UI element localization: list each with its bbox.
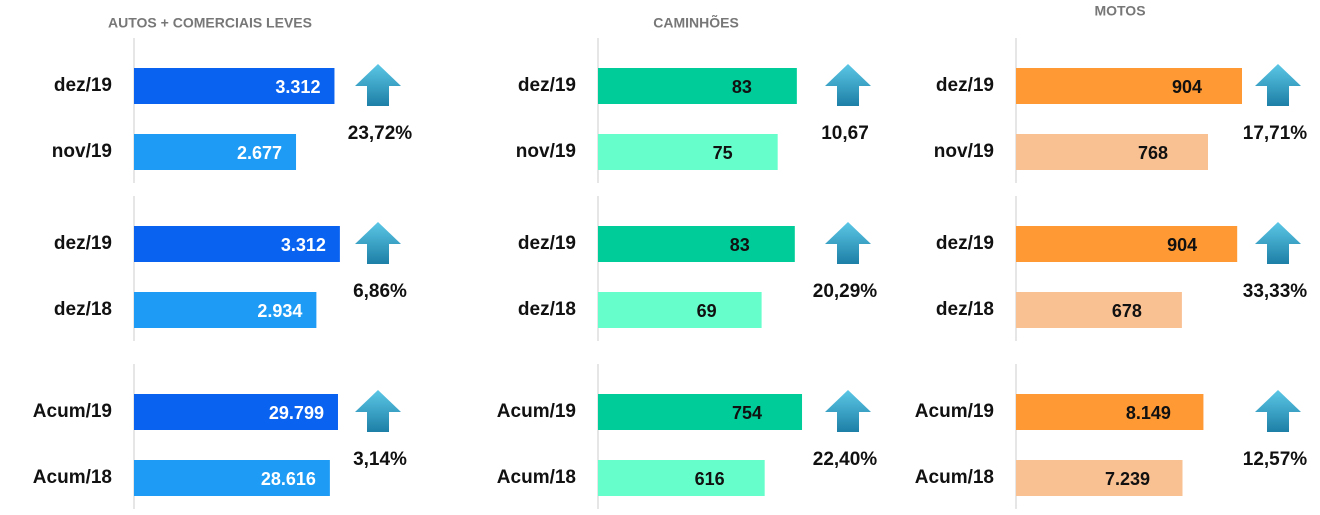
bar [598, 226, 795, 262]
bar [1016, 292, 1182, 328]
value-label: 904 [1172, 77, 1202, 97]
value-label: 616 [695, 469, 725, 489]
change-label: 6,86% [353, 281, 407, 302]
category-label: dez/18 [518, 299, 576, 320]
value-label: 754 [732, 403, 762, 423]
value-label: 83 [730, 235, 750, 255]
change-label: 23,72% [348, 123, 413, 144]
category-label: dez/18 [936, 299, 994, 320]
bar [598, 68, 797, 104]
change-label: 33,33% [1243, 281, 1308, 302]
category-label: dez/19 [518, 233, 576, 254]
category-label: dez/18 [54, 299, 112, 320]
up-arrow [825, 222, 871, 264]
bar [598, 134, 778, 170]
value-label: 28.616 [261, 469, 316, 489]
bar [134, 394, 338, 430]
category-label: dez/19 [936, 233, 994, 254]
change-label: 3,14% [353, 449, 407, 470]
value-label: 7.239 [1105, 469, 1150, 489]
value-label: 2.934 [257, 301, 302, 321]
bar [598, 292, 762, 328]
category-label: Acum/19 [497, 401, 576, 422]
category-label: Acum/19 [915, 401, 994, 422]
bar [134, 226, 340, 262]
value-label: 768 [1138, 143, 1168, 163]
category-label: nov/19 [934, 141, 994, 162]
up-arrow [355, 64, 401, 106]
category-label: dez/19 [936, 75, 994, 96]
category-label: nov/19 [516, 141, 576, 162]
category-label: Acum/18 [497, 467, 576, 488]
bar [1016, 460, 1183, 496]
up-arrow [825, 64, 871, 106]
bar [134, 292, 317, 328]
change-label: 20,29% [813, 281, 878, 302]
bar [134, 460, 330, 496]
category-label: dez/19 [54, 75, 112, 96]
change-label: 22,40% [813, 449, 878, 470]
value-label: 69 [697, 301, 717, 321]
value-label: 83 [732, 77, 752, 97]
category-label: Acum/18 [915, 467, 994, 488]
category-label: dez/19 [54, 233, 112, 254]
value-label: 2.677 [237, 143, 282, 163]
value-label: 904 [1167, 235, 1197, 255]
change-label: 10,67 [821, 123, 869, 144]
category-label: dez/19 [518, 75, 576, 96]
change-label: 17,71% [1243, 123, 1308, 144]
heading: AUTOS + COMERCIAIS LEVES [108, 15, 312, 31]
bar [1016, 134, 1208, 170]
value-label: 29.799 [269, 403, 324, 423]
up-arrow [355, 390, 401, 432]
category-label: Acum/18 [33, 467, 112, 488]
value-label: 678 [1112, 301, 1142, 321]
up-arrow [825, 390, 871, 432]
up-arrow [1255, 64, 1301, 106]
bar [1016, 226, 1238, 262]
bar [134, 68, 335, 104]
category-label: nov/19 [52, 141, 112, 162]
bar [1016, 68, 1242, 104]
up-arrow [355, 222, 401, 264]
up-arrow [1255, 222, 1301, 264]
value-label: 3.312 [275, 77, 320, 97]
change-label: 12,57% [1243, 449, 1308, 470]
heading: MOTOS [1094, 3, 1145, 19]
bar [598, 394, 803, 430]
up-arrow [1255, 390, 1301, 432]
heading: CAMINHÕES [653, 14, 739, 31]
bar [1016, 394, 1204, 430]
category-label: Acum/19 [33, 401, 112, 422]
value-label: 8.149 [1126, 403, 1171, 423]
bar [134, 134, 297, 170]
value-label: 3.312 [281, 235, 326, 255]
bar [598, 460, 765, 496]
value-label: 75 [713, 143, 733, 163]
